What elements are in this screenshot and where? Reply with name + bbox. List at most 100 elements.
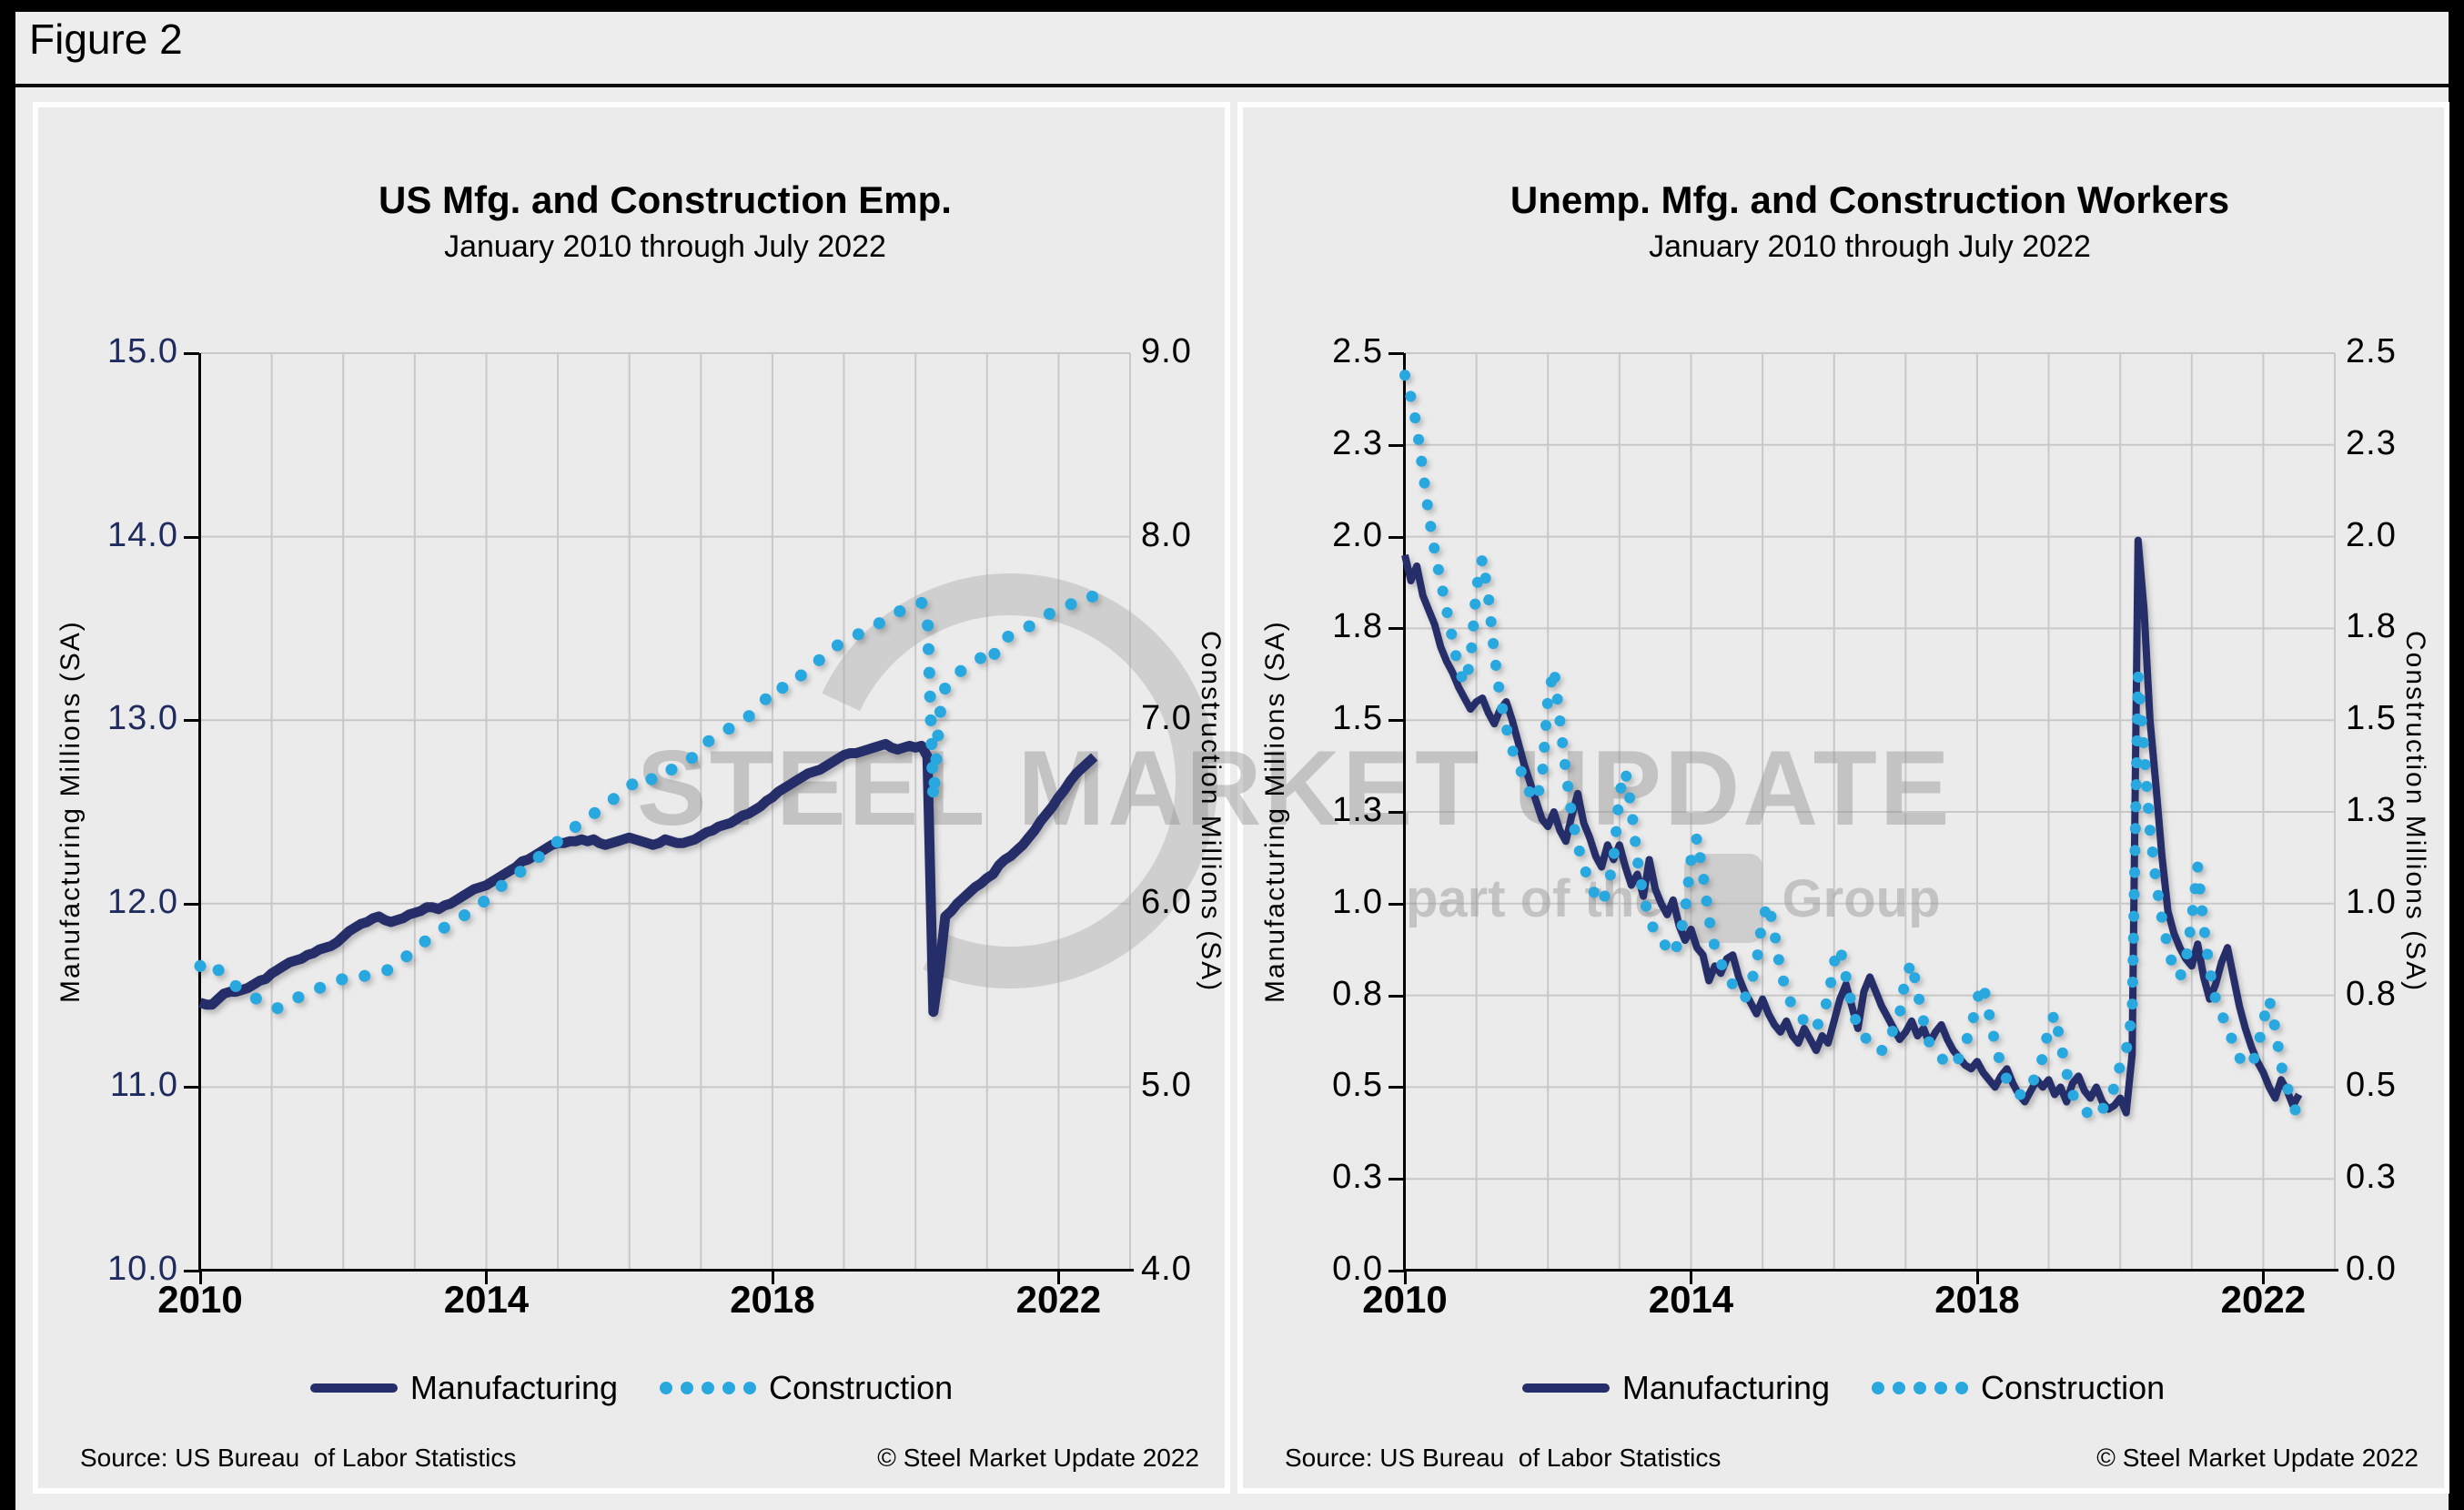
y-axis-tick-label-left: 1.5 — [1332, 699, 1383, 738]
y-axis-tick-mark — [1389, 352, 1404, 355]
x-axis-tick-mark — [771, 1272, 774, 1284]
copyright-text: © Steel Market Update 2022 — [2096, 1444, 2419, 1472]
y-axis-tick-label-right: 5.0 — [1141, 1066, 1192, 1105]
y-axis-tick-label-left: 1.3 — [1332, 791, 1383, 829]
manufacturing-line-sample — [1521, 1383, 1610, 1393]
x-axis-tick-label: 2022 — [2220, 1278, 2307, 1321]
chart-subtitle: January 2010 through July 2022 — [1649, 229, 2091, 264]
series-manufacturing — [1401, 536, 2303, 1117]
figure-divider — [15, 84, 2449, 87]
x-axis-tick-label: 2014 — [1648, 1278, 1734, 1321]
plot-grid — [200, 352, 1131, 1271]
plot-series — [1399, 370, 2305, 1130]
y-axis-line — [198, 353, 201, 1271]
chart-title: US Mfg. and Construction Emp. — [379, 178, 952, 221]
chart-panel-employment: US Mfg. and Construction Emp. January 20… — [33, 102, 1230, 1494]
chart-subtitle: January 2010 through July 2022 — [444, 229, 886, 264]
y-axis-tick-mark — [1389, 627, 1404, 631]
chart-panel-unemployment: Unemp. Mfg. and Construction Workers Jan… — [1237, 102, 2449, 1494]
legend-label: Construction — [1981, 1369, 2166, 1406]
legend-label: Manufacturing — [1621, 1369, 1831, 1406]
y-axis-tick-label-left: 10.0 — [107, 1250, 178, 1288]
frame-border-left — [0, 0, 15, 1510]
x-axis-tick-mark — [1975, 1272, 1979, 1284]
source-text: Source: US Bureau of Labor Statistics — [1285, 1444, 1722, 1472]
legend-label: Construction — [769, 1369, 954, 1406]
frame-border-right — [2449, 0, 2464, 1510]
y-axis-tick-label-right: 1.0 — [2346, 882, 2397, 921]
y-axis-tick-label-left: 2.0 — [1332, 515, 1383, 554]
y-axis-tick-label-left: 2.3 — [1332, 423, 1383, 462]
x-axis-tick-label: 2014 — [443, 1278, 530, 1321]
y-axis-tick-label-right: 0.3 — [2346, 1158, 2397, 1197]
y-axis-tick-label-right: 4.0 — [1141, 1250, 1192, 1288]
x-axis-line — [198, 1269, 1134, 1272]
x-axis-tick-mark — [485, 1272, 489, 1284]
y-axis-tick-mark — [184, 719, 199, 723]
y-axis-tick-label-left: 0.8 — [1332, 974, 1383, 1013]
y-axis-tick-label-right: 1.5 — [2346, 699, 2397, 738]
y-axis-tick-label-left: 15.0 — [107, 332, 178, 370]
series-construction — [194, 589, 1101, 1015]
series-construction — [1399, 370, 2305, 1130]
y-axis-tick-mark — [184, 535, 199, 539]
y-axis-tick-label-left: 11.0 — [109, 1066, 178, 1105]
plot-grid — [1405, 352, 2336, 1271]
y-axis-tick-label-right: 8.0 — [1141, 515, 1192, 554]
y-axis-tick-label-left: 0.0 — [1332, 1250, 1383, 1288]
y-axis-tick-label-left: 14.0 — [107, 515, 178, 554]
y-axis-tick-mark — [1389, 443, 1404, 447]
copyright-text: © Steel Market Update 2022 — [877, 1444, 1199, 1472]
y-axis-tick-label-right: 1.3 — [2346, 791, 2397, 829]
y-axis-tick-label-right: 0.8 — [2346, 974, 2397, 1013]
x-axis-tick-mark — [1404, 1272, 1407, 1284]
x-axis-tick-label: 2022 — [1015, 1278, 1102, 1321]
x-axis-tick-mark — [1057, 1272, 1061, 1284]
y-axis-tick-mark — [1389, 719, 1404, 723]
y-axis-tick-label-right: 2.5 — [2346, 332, 2397, 370]
y-axis-tick-label-right: 7.0 — [1141, 699, 1192, 738]
y-axis-title-right: Construction Millions (SA) — [2400, 631, 2430, 993]
y-axis-tick-label-left: 13.0 — [107, 699, 178, 738]
x-axis-tick-label: 2018 — [730, 1278, 815, 1321]
source-text: Source: US Bureau of Labor Statistics — [80, 1444, 517, 1472]
y-axis-tick-mark — [1389, 902, 1404, 906]
legend-item-construction: Construction — [660, 1369, 953, 1407]
y-axis-tick-label-right: 0.5 — [2346, 1066, 2397, 1105]
x-axis-tick-mark — [1690, 1272, 1693, 1284]
y-axis-line — [1403, 353, 1406, 1271]
y-axis-tick-label-left: 0.5 — [1332, 1066, 1383, 1105]
series-manufacturing — [198, 738, 1098, 1018]
y-axis-tick-mark — [1389, 1270, 1404, 1272]
manufacturing-line-sample — [309, 1383, 398, 1393]
y-axis-tick-label-right: 1.8 — [2346, 607, 2397, 646]
y-axis-tick-mark — [1389, 811, 1404, 814]
legend: Manufacturing Construction — [1243, 1369, 2444, 1407]
legend-item-manufacturing: Manufacturing — [1521, 1369, 1831, 1407]
y-axis-title-right: Construction Millions (SA) — [1196, 631, 1226, 993]
y-axis-tick-label-right: 2.0 — [2346, 515, 2397, 554]
construction-dots-sample — [660, 1382, 757, 1394]
y-axis-title-left: Manufacturing Millions (SA) — [56, 620, 86, 1004]
y-axis-tick-mark — [1389, 994, 1404, 998]
y-axis-tick-mark — [1389, 1086, 1404, 1089]
legend-item-construction: Construction — [1872, 1369, 2165, 1407]
legend-label: Manufacturing — [409, 1369, 619, 1406]
plot-series — [194, 589, 1101, 1018]
legend: Manufacturing Construction — [38, 1369, 1225, 1407]
y-axis-tick-mark — [184, 1086, 199, 1089]
y-axis-tick-mark — [1389, 535, 1404, 539]
y-axis-tick-label-left: 1.8 — [1332, 607, 1383, 646]
y-axis-tick-label-left: 2.5 — [1332, 332, 1383, 370]
y-axis-tick-mark — [1389, 1178, 1404, 1181]
x-axis-tick-label: 2010 — [157, 1278, 243, 1321]
y-axis-tick-label-left: 0.3 — [1332, 1158, 1383, 1197]
construction-dots-sample — [1872, 1382, 1969, 1394]
x-axis-tick-mark — [2262, 1272, 2266, 1284]
frame-border-top — [0, 0, 2464, 12]
x-axis-tick-mark — [199, 1272, 202, 1284]
legend-item-manufacturing: Manufacturing — [309, 1369, 619, 1407]
y-axis-tick-mark — [184, 352, 199, 355]
y-axis-tick-label-right: 6.0 — [1141, 882, 1192, 921]
